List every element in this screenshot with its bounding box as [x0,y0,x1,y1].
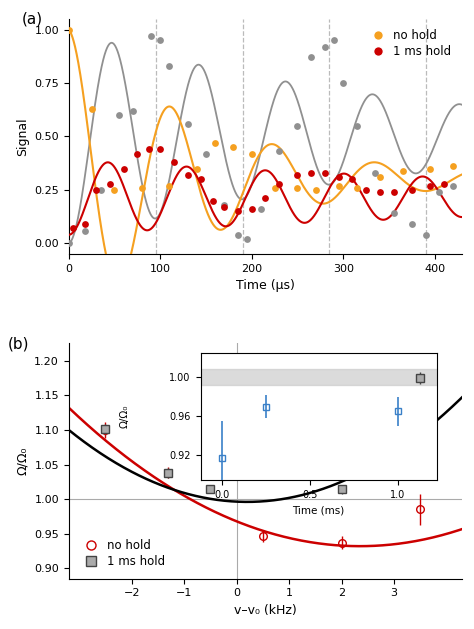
Point [92,185,100,195]
Point [70,223,77,233]
Point [335,181,342,191]
Point [111,185,118,195]
Point [321,42,328,52]
Point [271,183,278,193]
Point [330,35,338,45]
Point [198,174,205,184]
Point [243,234,251,244]
Text: (a): (a) [21,12,43,27]
X-axis label: v–v₀ (kHz): v–v₀ (kHz) [234,604,297,617]
Point [449,181,457,191]
Point [372,168,379,178]
Point [170,157,178,167]
Point [234,230,242,240]
Point [229,142,237,152]
Point [275,147,283,157]
Point [156,144,164,154]
Point [248,148,255,159]
Point [449,162,457,172]
Point [390,187,397,197]
Point [65,25,73,35]
Point [408,185,416,195]
Point [234,206,242,216]
Point [294,170,301,180]
Point [353,121,361,131]
Y-axis label: Signal: Signal [16,117,29,156]
Point [165,61,173,71]
Point [106,179,114,189]
Point [390,208,397,218]
Point [376,172,383,182]
Point [422,230,429,240]
Point [362,185,370,195]
Point [97,185,105,195]
Point [211,138,219,148]
Point [436,187,443,197]
Legend: no hold, 1 ms hold: no hold, 1 ms hold [74,535,169,573]
Point [248,204,255,214]
Legend: no hold, 1 ms hold: no hold, 1 ms hold [362,25,456,63]
Point [308,168,315,178]
Point [88,104,95,114]
Point [138,183,146,193]
Point [165,181,173,191]
Y-axis label: Ω/Ω₀: Ω/Ω₀ [16,447,29,476]
Point [210,196,217,206]
X-axis label: Time (μs): Time (μs) [236,279,295,292]
Point [294,183,301,193]
Point [294,121,301,131]
Point [146,144,153,154]
Point [262,194,269,204]
Point [82,226,89,236]
Point [220,200,228,210]
Point [312,185,319,195]
Point [184,119,191,129]
Point [202,148,210,159]
Point [120,164,128,174]
Point [220,202,228,212]
Point [184,170,191,180]
Point [65,238,73,248]
Point [82,219,89,229]
Point [348,174,356,184]
Point [426,181,434,191]
Point [353,183,361,193]
Point [134,148,141,159]
Point [115,110,123,120]
Point [440,179,447,189]
Point [339,78,347,88]
Point [129,106,137,116]
Point [156,35,164,45]
Point [376,187,383,197]
Point [426,164,434,174]
Point [321,168,328,178]
Point [308,52,315,62]
Point [408,219,416,229]
Point [399,165,407,175]
Point [275,179,283,189]
Point [335,172,342,182]
Point [257,204,264,214]
Point [147,31,155,41]
Point [193,164,201,174]
Text: (b): (b) [8,337,29,352]
